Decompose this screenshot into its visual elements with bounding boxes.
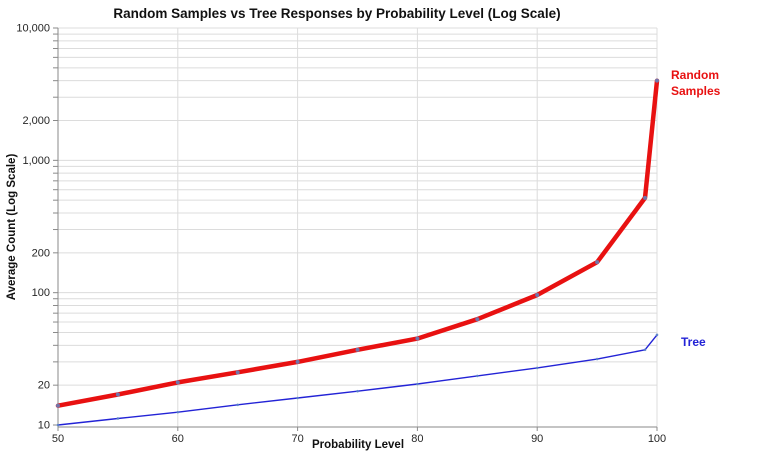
y-tick-label: 20 — [38, 380, 50, 392]
y-tick-label: 1,000 — [22, 155, 50, 167]
data-point-marker — [475, 317, 480, 322]
data-point-marker — [56, 423, 60, 427]
data-point-marker — [235, 370, 240, 375]
x-tick-label: 90 — [531, 433, 543, 445]
data-point-marker — [655, 333, 659, 337]
x-axis-title: Probability Level — [311, 439, 405, 451]
series-label-tree: Tree — [681, 335, 706, 349]
data-point-marker — [236, 403, 239, 407]
y-tick-label: 2,000 — [22, 115, 50, 127]
data-point-marker — [535, 366, 539, 370]
data-point-marker — [595, 260, 600, 265]
x-tick-label: 80 — [411, 433, 423, 445]
data-point-marker — [56, 403, 60, 408]
data-point-marker — [655, 78, 659, 83]
data-point-marker — [595, 357, 599, 361]
data-point-marker — [535, 293, 540, 298]
x-tick-label: 70 — [291, 433, 303, 445]
data-point-marker — [416, 382, 419, 386]
data-point-marker — [295, 359, 300, 364]
data-point-marker — [116, 417, 120, 420]
y-tick-label: 10,000 — [16, 23, 50, 35]
random-samples-line — [55, 78, 660, 408]
data-point-marker — [643, 348, 647, 352]
data-point-marker — [296, 396, 299, 400]
data-point-marker — [176, 410, 180, 414]
data-point-marker — [415, 336, 420, 341]
y-tick-label: 100 — [32, 287, 50, 299]
data-point-marker — [476, 374, 479, 378]
x-tick-label: 100 — [648, 433, 666, 445]
tree-line — [57, 334, 658, 426]
x-tick-label: 60 — [172, 433, 184, 445]
y-axis-title: Average Count (Log Scale) — [6, 153, 18, 301]
data-point-marker — [356, 389, 359, 393]
y-tick-label: 200 — [32, 247, 50, 259]
x-tick-label: 50 — [52, 433, 64, 445]
series-label-random-samples: Random Samples — [671, 68, 721, 99]
chart-title: Random Samples vs Tree Responses by Prob… — [113, 6, 561, 21]
data-point-marker — [355, 347, 360, 352]
data-point-marker — [115, 392, 120, 397]
data-point-marker — [643, 195, 648, 200]
y-tick-label: 10 — [38, 420, 50, 432]
data-point-marker — [175, 380, 180, 385]
